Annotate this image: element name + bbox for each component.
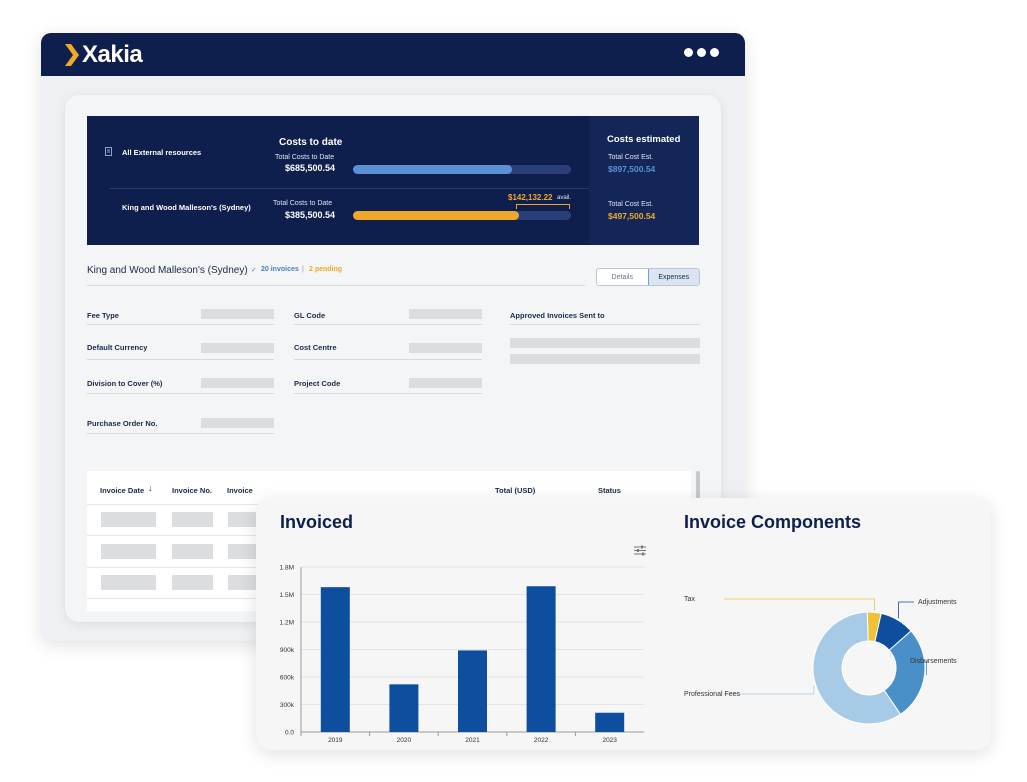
x-tick-label: 2023 (602, 737, 617, 744)
slice-label: Professional Fees (684, 691, 741, 698)
default-currency-field[interactable] (201, 343, 274, 353)
column-total[interactable]: Total (USD) (495, 486, 536, 495)
xakia-logo: Xakia (65, 41, 143, 68)
total-costs-value: $685,500.54 (285, 163, 336, 173)
column-invoice[interactable]: Invoice (227, 486, 253, 495)
y-tick-label: 1.8M (280, 565, 294, 572)
column-invoice-no[interactable]: Invoice No. (172, 486, 213, 495)
bar-2020[interactable] (389, 684, 419, 732)
total-costs-label: Total Costs to Date (273, 200, 333, 207)
bar-2022[interactable] (526, 586, 556, 732)
cost-estimate-value: $897,500.54 (608, 164, 656, 174)
tab-expenses[interactable]: Expenses (647, 269, 699, 285)
default-currency-label: Default Currency (87, 343, 148, 352)
project-code-field[interactable] (409, 378, 482, 388)
sort-arrow-icon[interactable]: ↓ (148, 483, 153, 493)
gl-code-label: GL Code (294, 311, 326, 320)
logo-chevron-icon (65, 44, 79, 66)
y-tick-label: 600k (280, 675, 295, 682)
x-tick-label: 2021 (465, 737, 480, 744)
invoice-components-title: Invoice Components (684, 512, 862, 532)
resource-name: King and Wood Malleson's (Sydney) (122, 203, 251, 212)
purchase-order-field[interactable] (201, 418, 274, 428)
slice-label: Tax (684, 596, 695, 603)
filter-settings-icon[interactable] (634, 545, 646, 556)
x-tick-label: 2019 (328, 737, 343, 744)
cost-progress-fill (353, 165, 513, 174)
logo-text: Xakia (82, 41, 143, 68)
costs-estimated-column (589, 116, 699, 245)
cost-summary-panel: All External resources King and Wood Mal… (87, 116, 699, 245)
y-tick-label: 900k (280, 647, 295, 654)
bar-2019[interactable] (320, 587, 350, 732)
purchase-order-label: Purchase Order No. (87, 419, 158, 428)
division-to-cover-field[interactable] (201, 378, 274, 388)
charts-panel: Invoiced 0.0 300k 600k 900k 1.2M 1.5M 1.8M 2019… (256, 498, 991, 750)
cost-progress-bar (353, 165, 571, 174)
leader-line (906, 660, 927, 676)
y-tick-label: 1.2M (280, 620, 294, 627)
leader-line (724, 685, 815, 695)
bar-2021[interactable] (458, 650, 487, 732)
column-status[interactable]: Status (598, 486, 621, 495)
slice-label: Disbursements (910, 658, 957, 665)
y-tick-label: 0.0 (285, 730, 294, 737)
gl-code-field[interactable] (409, 309, 482, 319)
approved-invoices-label: Approved Invoices Sent to (510, 311, 605, 320)
x-tick-label: 2020 (397, 737, 412, 744)
cost-centre-label: Cost Centre (294, 343, 337, 352)
approved-recipient-field[interactable] (510, 338, 700, 348)
cost-estimate-label: Total Cost Est. (608, 201, 654, 208)
slice-disbursements[interactable] (883, 630, 926, 716)
fee-type-field[interactable] (201, 309, 274, 319)
firm-name: King and Wood Malleson's (Sydney) (87, 265, 248, 276)
bar-2023[interactable] (595, 712, 625, 732)
pending-count-link[interactable]: 2 pending (309, 266, 343, 273)
detail-tabs: Details Expenses (596, 268, 700, 286)
cost-centre-field[interactable] (409, 343, 482, 353)
leader-line (898, 601, 914, 619)
total-costs-label: Total Costs to Date (275, 154, 335, 161)
x-tick-label: 2022 (534, 737, 549, 744)
resource-name: All External resources (122, 148, 202, 157)
division-to-cover-label: Division to Cover (%) (87, 379, 163, 388)
badge-separator: | (302, 266, 304, 273)
table-scrollbar[interactable] (696, 471, 700, 511)
tab-details[interactable]: Details (611, 273, 633, 281)
title-bar: Xakia (41, 33, 745, 76)
cost-progress-fill (353, 211, 519, 220)
approved-recipient-field[interactable] (510, 354, 700, 364)
project-code-label: Project Code (294, 379, 341, 388)
invoices-count-link[interactable]: 20 invoices (261, 266, 299, 273)
resources-icon (105, 147, 112, 156)
y-tick-label: 300k (280, 702, 295, 709)
slice-professional-fees[interactable] (812, 611, 902, 725)
invoice-check-icon: ✓ (251, 267, 257, 274)
header-divider (87, 285, 585, 286)
column-invoice-date[interactable]: Invoice Date (100, 486, 145, 495)
more-options-icon[interactable] (684, 48, 719, 57)
invoiced-bar-chart: 0.0 300k 600k 900k 1.2M 1.5M 1.8M 2019 2020 2021 2… (280, 565, 644, 744)
available-amount: $142,132.22 (508, 193, 553, 202)
fee-type-label: Fee Type (87, 311, 119, 320)
cost-estimate-label: Total Cost Est. (608, 154, 654, 161)
available-label: avail. (557, 195, 572, 201)
slice-label: Adjustments (918, 599, 957, 606)
total-costs-value: $385,500.54 (285, 210, 336, 220)
leader-line (724, 598, 875, 611)
y-tick-label: 1.5M (280, 592, 294, 599)
costs-estimated-title: Costs estimated (607, 134, 681, 145)
cost-estimate-value: $497,500.54 (608, 211, 656, 221)
cost-progress-bar (353, 211, 571, 220)
invoice-components-donut: Tax Adjustments Disbursements Professional … (684, 596, 957, 725)
invoiced-chart-title: Invoiced (280, 512, 354, 532)
costs-to-date-title: Costs to date (279, 137, 343, 148)
